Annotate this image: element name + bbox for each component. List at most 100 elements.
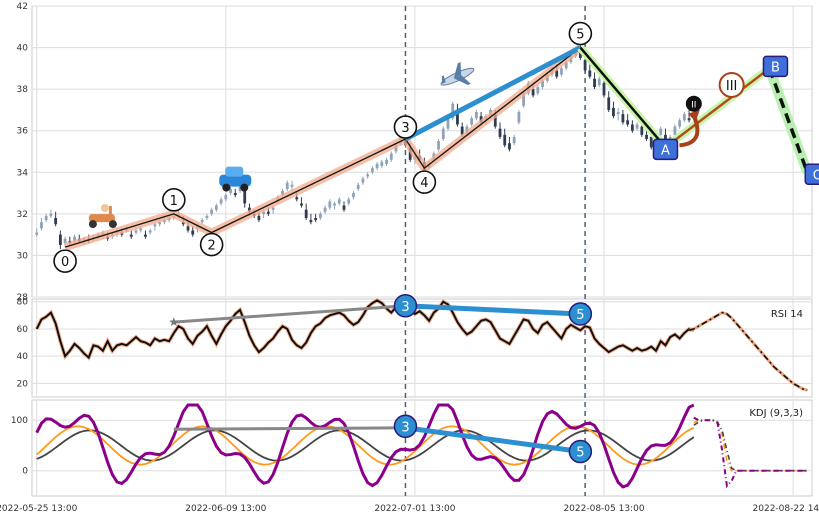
candle-body	[139, 228, 143, 231]
price-y-tick: 30	[17, 251, 29, 261]
rsi-label-text: 3	[401, 300, 409, 315]
x-tick-label: 2022-08-05 13:00	[563, 504, 644, 514]
scooter-wheel	[88, 220, 97, 229]
candle-body	[517, 112, 521, 123]
candle-body	[40, 222, 43, 229]
wave-label-5-text: 5	[576, 28, 584, 43]
candle-body	[560, 68, 563, 75]
subwave-III-circle	[718, 71, 745, 98]
candle-body	[687, 118, 691, 121]
plane-wing	[453, 74, 471, 86]
candle-body	[366, 174, 370, 177]
wave-label-B-text: B	[771, 60, 780, 75]
candle-body	[493, 114, 497, 127]
candle-body	[578, 51, 582, 58]
candle-body	[162, 220, 166, 223]
candle-body	[347, 199, 351, 204]
candle-body	[626, 120, 630, 125]
kdj-k-line	[36, 425, 695, 466]
car-wheel	[222, 183, 231, 192]
candle-body	[380, 161, 384, 167]
candle-body	[536, 87, 540, 94]
wave-label-1-circle	[162, 188, 186, 212]
candle-body	[503, 134, 507, 146]
candle-body	[678, 120, 682, 127]
rsi-line	[35, 299, 695, 360]
candle-body	[474, 112, 478, 119]
kdj-series: 35	[35, 403, 808, 489]
candle-body	[243, 188, 247, 204]
scooter-body	[88, 214, 115, 223]
candle-body	[446, 116, 450, 129]
candle-body	[210, 209, 214, 214]
kdj-divergence-blue	[405, 425, 581, 455]
candle-body	[460, 126, 464, 135]
rsi-panel	[31, 298, 813, 398]
car-cabin	[225, 166, 244, 177]
candle-body	[370, 168, 374, 173]
wave-label-C-text: C	[813, 168, 819, 183]
price-y-tick: 28	[17, 293, 29, 303]
rsi-series: 35	[34, 294, 808, 392]
wave-label-3-circle	[393, 115, 418, 139]
candle-body	[248, 207, 251, 212]
price-y-tick: 32	[17, 210, 28, 220]
candle-body	[342, 205, 346, 210]
kdj-label-text: 3	[401, 420, 409, 435]
candle-body	[441, 128, 445, 140]
candle-body	[612, 107, 615, 117]
car-icon	[219, 166, 252, 192]
candle-body	[224, 195, 228, 200]
rsi-y-tick: 20	[17, 379, 29, 389]
wave-label-B-box	[762, 55, 789, 78]
plane-tail	[441, 75, 446, 84]
kdj-j-forecast	[693, 416, 808, 489]
candle-body	[54, 218, 58, 225]
candle-body	[219, 199, 223, 204]
candle-body	[630, 124, 634, 131]
candle-body	[281, 190, 284, 196]
candle-body	[304, 209, 308, 219]
candle-body	[328, 201, 332, 208]
wave-label-C-box	[804, 163, 819, 186]
candle-body	[323, 207, 327, 212]
candle-body	[300, 203, 303, 206]
candle-body	[238, 186, 242, 191]
candle-body	[555, 70, 559, 77]
candle-body	[541, 80, 544, 88]
x-tick-label: 2022-06-09 13:00	[185, 504, 266, 514]
candle-body	[640, 126, 644, 135]
candle-body	[73, 236, 76, 241]
candle-body	[659, 128, 663, 135]
candle-body	[602, 82, 606, 96]
kdj-legend: KDJ (9,3,3)	[749, 408, 803, 419]
candle-body	[616, 112, 620, 115]
plane-wing	[453, 61, 462, 79]
rsi-label-text: 5	[576, 308, 584, 323]
candle-body	[673, 126, 677, 135]
candle-body	[233, 193, 237, 196]
rsi-divergence-blue	[405, 303, 581, 317]
candle-body	[314, 218, 318, 221]
airplane-icon	[440, 61, 475, 86]
candle-body	[593, 78, 596, 88]
candle-body	[337, 199, 341, 204]
candle-body	[58, 234, 62, 246]
candle-body	[158, 222, 162, 225]
wave-a-b	[664, 67, 771, 149]
wave-label-2-circle	[199, 232, 224, 257]
wave-b-c	[767, 67, 809, 173]
candle-body	[153, 224, 157, 227]
rsi-label-circle	[568, 302, 593, 326]
x-tick-label: 2022-08-22 14:00	[753, 504, 819, 514]
candle-body	[682, 114, 686, 121]
kdj-d-forecast	[693, 419, 808, 472]
candle-body	[148, 230, 152, 233]
candle-body	[295, 197, 299, 200]
candle-body	[621, 114, 625, 123]
scooter-wheel	[108, 220, 117, 229]
car-wheel	[240, 183, 249, 192]
subwave-II-text: II	[691, 101, 696, 111]
